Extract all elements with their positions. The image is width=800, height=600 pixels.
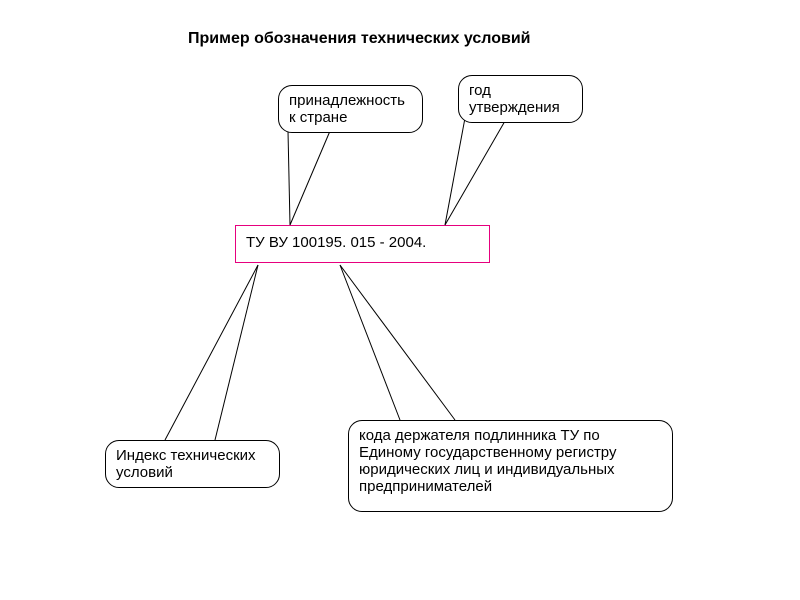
callout-year: годутверждения — [458, 75, 583, 123]
center-code-box: ТУ ВУ 100195. 015 - 2004. — [235, 225, 490, 263]
callout-index: Индекс технических условий — [105, 440, 280, 488]
callout-holder-code-label: кода держателя подлинника ТУ поЕдиному г… — [348, 420, 673, 512]
callout-holder-code: кода держателя подлинника ТУ поЕдиному г… — [348, 420, 673, 512]
diagram-title: Пример обозначения технических условий — [188, 30, 530, 48]
callout-index-label: Индекс технических условий — [105, 440, 280, 488]
callout-country-label: принадлежность к стране — [278, 85, 423, 133]
callout-year-label: годутверждения — [458, 75, 583, 123]
callout-country: принадлежность к стране — [278, 85, 423, 133]
